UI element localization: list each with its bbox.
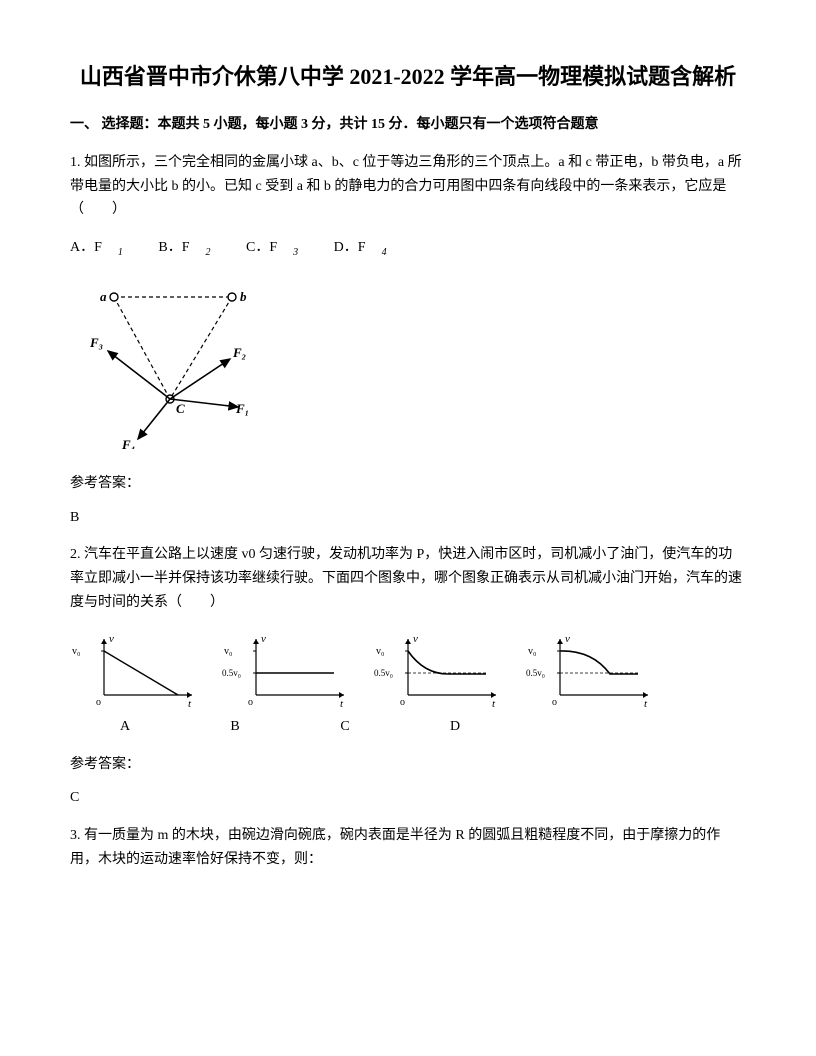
svg-text:v: v [565,633,570,645]
svg-text:v₀: v₀ [72,646,81,657]
svg-text:v₀: v₀ [376,646,385,657]
q2-label-a: A [70,715,180,739]
svg-text:v₀: v₀ [224,646,233,657]
svg-text:F₄: F₄ [121,437,135,449]
q1-answer: B [70,506,746,530]
svg-text:t: t [492,698,496,709]
section-heading: 一、 选择题：本题共 5 小题，每小题 3 分，共计 15 分．每小题只有一个选… [70,113,746,137]
svg-text:t: t [340,698,344,709]
q2-label-d: D [400,715,510,739]
svg-text:0.5v₀: 0.5v₀ [526,668,545,678]
q2-answer-label: 参考答案： [70,753,746,777]
svg-text:F₃: F₃ [90,335,103,350]
svg-text:a: a [100,289,107,304]
q2-prompt: 2. 汽车在平直公路上以速度 v0 匀速行驶，发动机功率为 P，快进入闹市区时，… [70,543,746,614]
q2-chart-labels: A B C D [70,715,746,739]
svg-text:v: v [109,633,114,645]
svg-text:0.5v₀: 0.5v₀ [222,668,241,678]
q1-optD: D．F4 [334,240,403,255]
svg-text:0.5v₀: 0.5v₀ [374,668,393,678]
svg-text:C: C [176,401,185,416]
q2-label-b: B [180,715,290,739]
q1-optB: B．F2 [158,240,226,255]
svg-text:b: b [240,289,247,304]
svg-text:F₁: F₁ [235,401,249,416]
svg-text:o: o [400,697,405,708]
q3-prompt: 3. 有一质量为 m 的木块，由碗边滑向碗底，碗内表面是半径为 R 的圆弧且粗糙… [70,824,746,872]
q1-optA: A．F1 [70,240,139,255]
svg-text:o: o [248,697,253,708]
q1-options: A．F1 B．F2 C．F3 D．F4 [70,236,746,261]
svg-text:v: v [261,633,266,645]
svg-text:t: t [644,698,648,709]
svg-text:o: o [96,697,101,708]
svg-text:o: o [552,697,557,708]
q2-chart-c: o t v v₀ 0.5v₀ [374,629,504,709]
svg-text:v: v [413,633,418,645]
q1-diagram: a b C F₁ F₂ F₃ F₄ [90,279,746,458]
q2-chart-a: o t v v₀ [70,629,200,709]
q2-answer: C [70,786,746,810]
q2-charts: o t v v₀ o t v v₀ 0.5v₀ o t v v₀ 0.5v₀ o t v v₀ 0.5v₀ [70,629,746,709]
q1-prompt: 1. 如图所示，三个完全相同的金属小球 a、b、c 位于等边三角形的三个顶点上。… [70,151,746,222]
svg-text:F₂: F₂ [232,345,246,360]
page-title: 山西省晋中市介休第八中学 2021-2022 学年高一物理模拟试题含解析 [70,60,746,93]
q1-optC: C．F3 [246,240,314,255]
q2-chart-b: o t v v₀ 0.5v₀ [222,629,352,709]
svg-text:t: t [188,698,192,709]
svg-text:v₀: v₀ [528,646,537,657]
q1-answer-label: 参考答案： [70,472,746,496]
q2-chart-d: o t v v₀ 0.5v₀ [526,629,656,709]
q2-label-c: C [290,715,400,739]
